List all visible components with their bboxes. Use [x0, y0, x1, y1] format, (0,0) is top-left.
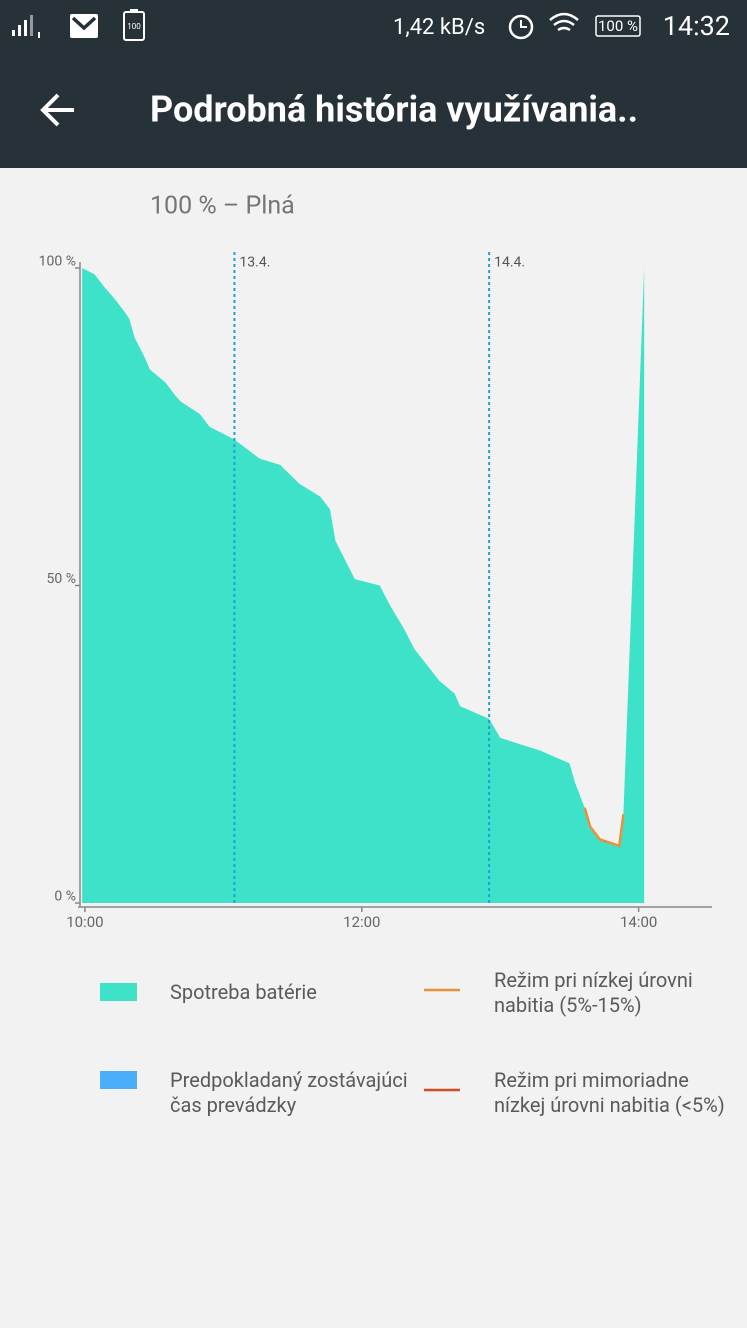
battery-percent: 100 %: [598, 17, 638, 35]
legend-label: Predpokladaný zostávajúci čas prevádzky: [170, 1068, 408, 1117]
clock: 14:32: [663, 10, 730, 42]
legend-swatch: [100, 983, 137, 1001]
battery-icon-text: 100: [127, 22, 141, 31]
mail-icon-mark: [71, 16, 97, 31]
y-tick-label: 50 %: [47, 571, 76, 587]
date-marker-label: 14.4.: [494, 255, 525, 271]
legend-label: Režim pri nízkej úrovni nabitia (5%-15%): [494, 968, 693, 1017]
mode-line: [583, 807, 625, 848]
back-button[interactable]: [40, 93, 74, 127]
y-tick-label: 0 %: [54, 889, 76, 905]
battery-box: [595, 15, 641, 37]
x-tick-label: 14:00: [620, 913, 657, 931]
legend-label: Režim pri mimoriadne nízkej úrovni nabit…: [494, 1068, 725, 1117]
app-title: Podrobná história využívania..: [150, 89, 638, 131]
chart-title: 100 % – Plná: [150, 192, 295, 221]
y-tick-label: 100 %: [39, 254, 76, 270]
legend-label: Spotreba batérie: [170, 980, 317, 1004]
wifi-icon: [549, 12, 579, 32]
network-speed: 1,42 kB/s: [393, 15, 485, 40]
battery-icon-tip: [130, 9, 138, 12]
legend-swatch: [100, 1071, 137, 1089]
battery-area: [82, 268, 645, 903]
x-tick-label: 10:00: [66, 913, 103, 931]
signal-icon: [12, 15, 40, 38]
alarm-hands: [520, 20, 527, 28]
alarm-icon: [508, 14, 534, 40]
date-marker-label: 13.4.: [239, 255, 270, 271]
x-tick-label: 12:00: [343, 913, 380, 931]
